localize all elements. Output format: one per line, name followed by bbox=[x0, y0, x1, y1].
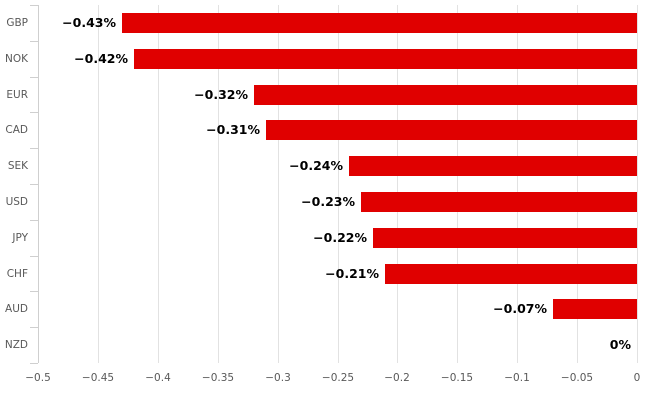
bar bbox=[361, 192, 637, 212]
value-label: −0.43% bbox=[62, 15, 116, 30]
category-label: JPY bbox=[12, 232, 28, 244]
bar bbox=[373, 228, 637, 248]
value-label: −0.21% bbox=[325, 266, 379, 281]
bar bbox=[349, 156, 637, 176]
category-label: USD bbox=[5, 196, 28, 208]
gridline bbox=[457, 5, 458, 363]
gridline bbox=[158, 5, 159, 363]
y-axis-tick bbox=[30, 112, 38, 113]
value-label: −0.31% bbox=[206, 122, 260, 137]
gridline bbox=[397, 5, 398, 363]
bar bbox=[254, 85, 637, 105]
value-label: −0.22% bbox=[313, 230, 367, 245]
category-label: CAD bbox=[5, 124, 28, 136]
gridline bbox=[338, 5, 339, 363]
x-axis-tick-label: −0.05 bbox=[560, 372, 594, 384]
y-axis-tick bbox=[30, 148, 38, 149]
value-label: −0.07% bbox=[493, 301, 547, 316]
x-axis-tick-label: −0.1 bbox=[504, 372, 530, 384]
value-label: −0.42% bbox=[74, 51, 128, 66]
x-axis-tick-label: −0.15 bbox=[440, 372, 474, 384]
category-label: AUD bbox=[5, 303, 28, 315]
x-axis-tick-label: 0 bbox=[633, 372, 641, 384]
x-axis-tick-label: −0.25 bbox=[321, 372, 355, 384]
category-label: GBP bbox=[6, 17, 28, 29]
value-label: −0.23% bbox=[301, 194, 355, 209]
y-axis-tick bbox=[30, 327, 38, 328]
bar bbox=[122, 13, 637, 33]
y-axis-tick bbox=[30, 363, 38, 364]
bar bbox=[553, 299, 637, 319]
gridline bbox=[577, 5, 578, 363]
y-axis-tick bbox=[30, 220, 38, 221]
value-label: 0% bbox=[609, 337, 631, 352]
x-axis-tick-label: −0.4 bbox=[145, 372, 171, 384]
y-axis-tick bbox=[30, 41, 38, 42]
x-axis-tick-label: −0.3 bbox=[265, 372, 291, 384]
bar bbox=[385, 264, 637, 284]
category-label: SEK bbox=[7, 160, 28, 172]
gridline bbox=[278, 5, 279, 363]
x-axis-tick-label: −0.35 bbox=[201, 372, 235, 384]
value-label: −0.32% bbox=[194, 87, 248, 102]
x-axis-tick-label: −0.2 bbox=[384, 372, 410, 384]
y-axis-tick bbox=[30, 256, 38, 257]
y-axis-tick bbox=[30, 291, 38, 292]
bar bbox=[134, 49, 637, 69]
gridline bbox=[98, 5, 99, 363]
gridline bbox=[218, 5, 219, 363]
bar bbox=[266, 120, 637, 140]
y-axis-tick bbox=[30, 77, 38, 78]
category-label: NOK bbox=[4, 53, 28, 65]
category-label: NZD bbox=[4, 339, 28, 351]
y-axis-tick bbox=[30, 5, 38, 6]
category-label: CHF bbox=[6, 268, 28, 280]
y-axis-line bbox=[38, 5, 39, 363]
x-axis-tick-label: −0.5 bbox=[25, 372, 51, 384]
value-label: −0.24% bbox=[289, 158, 343, 173]
gridline bbox=[517, 5, 518, 363]
category-label: EUR bbox=[6, 89, 28, 101]
y-axis-tick bbox=[30, 184, 38, 185]
gridline bbox=[637, 5, 638, 363]
x-axis-tick-label: −0.45 bbox=[81, 372, 115, 384]
